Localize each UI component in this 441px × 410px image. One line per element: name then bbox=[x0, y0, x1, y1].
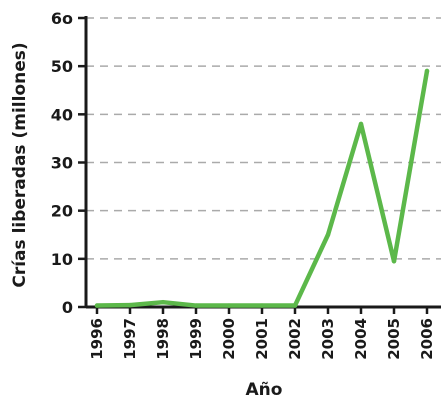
x-tick-label: 1998 bbox=[154, 318, 172, 360]
series-line bbox=[94, 68, 430, 308]
x-tick-label: 2003 bbox=[319, 318, 337, 360]
data-point bbox=[292, 303, 298, 308]
x-tick-label: 2001 bbox=[253, 318, 271, 360]
x-tick-label: 1996 bbox=[88, 318, 106, 360]
x-axis-title: Año bbox=[246, 380, 283, 400]
x-tick-label: 1999 bbox=[187, 318, 205, 360]
y-tick-label: 50 bbox=[51, 57, 73, 76]
data-point bbox=[259, 303, 265, 308]
data-point bbox=[160, 299, 166, 305]
grid-lines bbox=[86, 17, 441, 260]
series-layer bbox=[94, 68, 430, 308]
x-tick-label: 2004 bbox=[352, 318, 370, 360]
y-tick-label: 0 bbox=[62, 298, 73, 317]
y-tick-label: 10 bbox=[51, 250, 73, 269]
y-tick-label: 6o bbox=[51, 9, 73, 28]
data-point bbox=[127, 302, 133, 308]
y-tick-label: 30 bbox=[51, 154, 73, 173]
x-tick-labels: 1996 1997 1998 1999 2000 2001 2002 2003 2004 2005… bbox=[88, 307, 436, 360]
x-tick-label: 2005 bbox=[385, 318, 403, 360]
axes bbox=[84, 16, 441, 309]
x-tick-label: 2006 bbox=[418, 318, 436, 360]
y-axis-title: Crías liberadas (millones) bbox=[10, 42, 30, 287]
data-point bbox=[358, 121, 364, 127]
y-tick-label: 20 bbox=[51, 202, 73, 221]
data-point bbox=[226, 303, 232, 308]
data-point bbox=[391, 259, 397, 264]
data-point bbox=[325, 232, 331, 237]
y-tick-label: 40 bbox=[51, 105, 73, 124]
data-point bbox=[193, 303, 199, 308]
data-point bbox=[94, 303, 100, 308]
x-tick-label: 2000 bbox=[220, 318, 238, 360]
data-point bbox=[424, 68, 430, 74]
x-tick-label: 1997 bbox=[121, 318, 139, 360]
x-tick-label: 2002 bbox=[286, 318, 304, 360]
y-tick-labels: 0 10 20 30 40 50 6o bbox=[51, 9, 86, 317]
